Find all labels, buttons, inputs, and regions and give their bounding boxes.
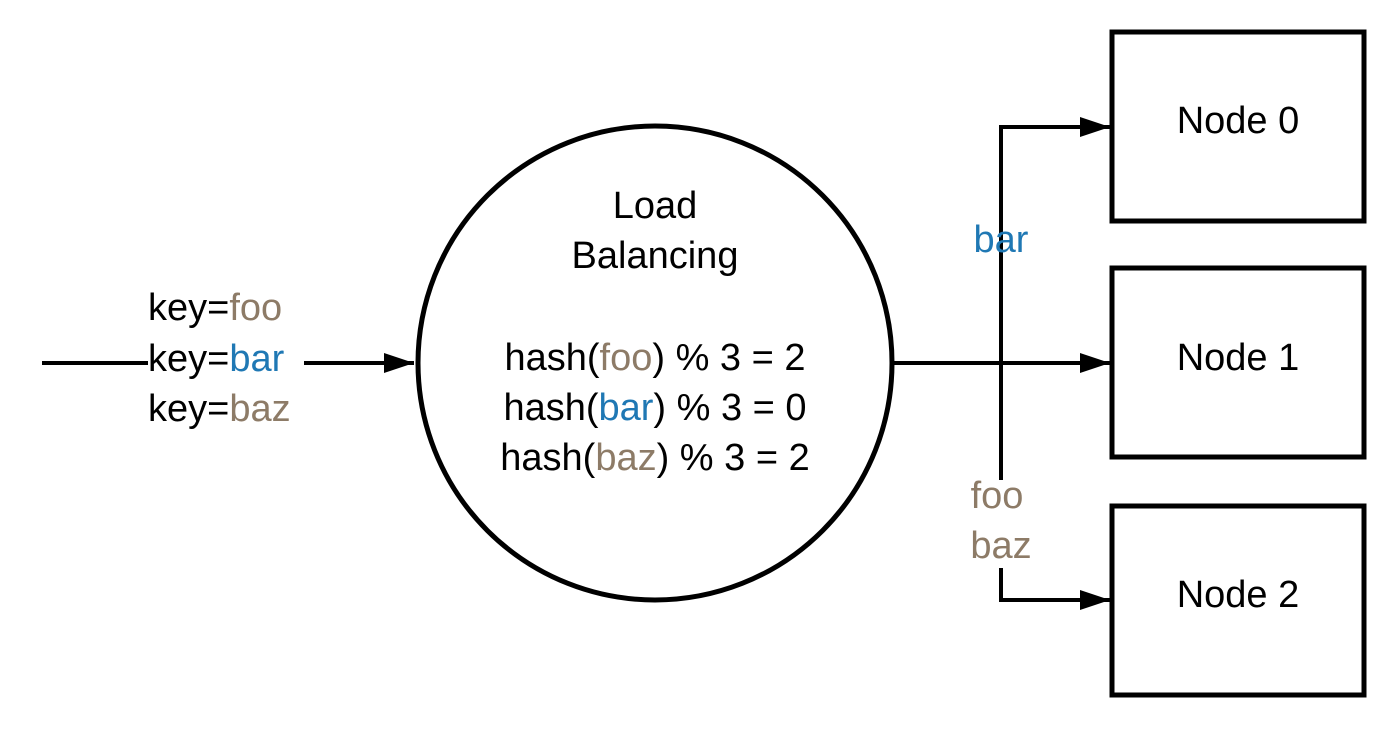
route-label-foo: foo [971, 475, 1024, 517]
route-label-baz: baz [970, 525, 1031, 567]
node-2: Node 2 [1109, 503, 1367, 698]
route-to-node0 [999, 117, 1110, 278]
node-2-box [1109, 503, 1367, 698]
load-balancer-text: Load Balancing hash(foo) % 3 = 2 hash(ba… [500, 185, 809, 479]
route-labels: bar foo baz [970, 219, 1031, 567]
route-to-node2 [999, 568, 1110, 610]
node-0-label: Node 0 [1177, 100, 1300, 142]
hash-row-bar: hash(bar) % 3 = 0 [503, 387, 806, 429]
balancer-title-line1: Load [613, 185, 698, 227]
node-0-box [1109, 29, 1367, 224]
node-2-label: Node 2 [1177, 574, 1300, 616]
input-keys: key=foo key=bar key=baz [148, 287, 291, 430]
input-key-bar: key=bar [148, 338, 285, 380]
node-1-box [1109, 265, 1367, 460]
route-label-bar: bar [974, 219, 1029, 261]
input-key-baz: key=baz [148, 388, 291, 430]
input-key-foo: key=foo [148, 287, 282, 329]
hash-row-baz: hash(baz) % 3 = 2 [500, 437, 809, 479]
node-1-label: Node 1 [1177, 337, 1300, 379]
node-1: Node 1 [1109, 265, 1367, 460]
hash-row-foo: hash(foo) % 3 = 2 [504, 337, 805, 379]
balancer-title-line2: Balancing [572, 235, 739, 277]
node-0: Node 0 [1109, 29, 1367, 224]
